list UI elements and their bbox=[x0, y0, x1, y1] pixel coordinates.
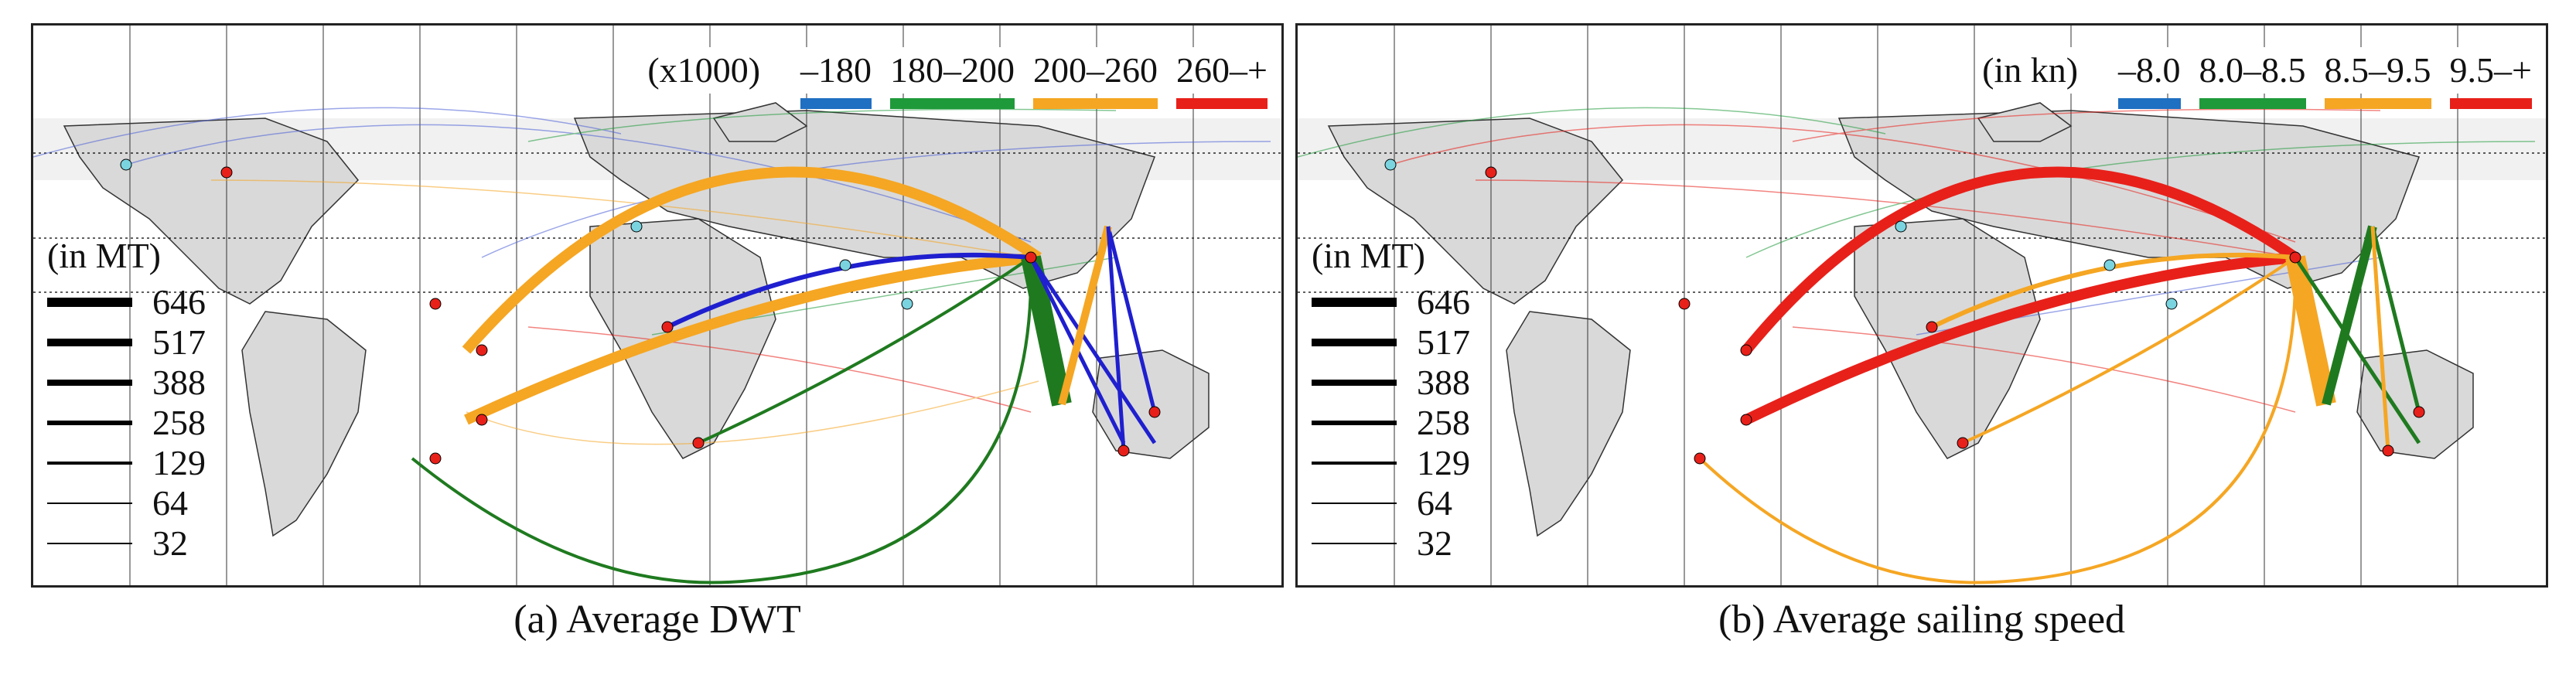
thickness-legend-row: 258 bbox=[47, 403, 233, 443]
thickness-legend-row: 64 bbox=[1312, 483, 1497, 523]
meridians bbox=[1394, 26, 2458, 585]
thickness-value: 32 bbox=[1417, 523, 1452, 563]
color-legend-swatch bbox=[890, 98, 1015, 109]
thickness-value: 517 bbox=[1417, 322, 1470, 362]
thickness-legend-row: 129 bbox=[47, 443, 233, 483]
color-legend-swatch bbox=[800, 98, 872, 109]
thickness-legend: (in MT) 646 517 388 258 129 64 32 bbox=[47, 234, 233, 564]
thickness-value: 258 bbox=[1417, 403, 1470, 442]
main-routes bbox=[411, 166, 1157, 584]
thin-routes bbox=[1298, 107, 2536, 413]
color-legend-label: –8.0 bbox=[2118, 47, 2181, 94]
graticule bbox=[1298, 152, 2546, 293]
thickness-value: 646 bbox=[1417, 282, 1470, 322]
color-legend-unit: (in kn) bbox=[1982, 47, 2079, 94]
color-legend-item: 200–260 bbox=[1033, 47, 1158, 109]
thickness-value: 129 bbox=[152, 443, 206, 482]
color-legend-swatch bbox=[2199, 98, 2306, 109]
color-legend-label: –180 bbox=[800, 47, 872, 94]
thickness-value: 64 bbox=[152, 483, 188, 523]
color-legend-label: 180–200 bbox=[890, 47, 1015, 94]
caption-average-dwt: (a) Average DWT bbox=[513, 598, 801, 642]
color-legend-label: 200–260 bbox=[1033, 47, 1158, 94]
graticule bbox=[33, 152, 1281, 293]
thickness-value: 388 bbox=[1417, 363, 1470, 402]
thickness-legend-title: (in MT) bbox=[1312, 236, 1425, 275]
thickness-legend-row: 32 bbox=[47, 523, 233, 564]
thickness-value: 258 bbox=[152, 403, 206, 442]
thickness-value: 646 bbox=[152, 282, 206, 322]
color-legend-item: 9.5–+ bbox=[2449, 47, 2532, 109]
color-legend: (in kn) –8.0 8.0–8.5 8.5–9.5 9.5–+ bbox=[1982, 47, 2532, 132]
thickness-value: 64 bbox=[1417, 483, 1452, 523]
world-map-routes bbox=[1298, 26, 2546, 585]
thickness-legend: (in MT) 646 517 388 258 129 64 32 bbox=[1312, 234, 1497, 564]
thickness-value: 517 bbox=[152, 322, 206, 362]
color-legend-item: –8.0 bbox=[2118, 47, 2181, 109]
thickness-value: 388 bbox=[152, 363, 206, 402]
world-map-routes bbox=[33, 26, 1281, 585]
thickness-legend-row: 646 bbox=[47, 282, 233, 322]
color-legend-item: 8.0–8.5 bbox=[2199, 47, 2306, 109]
color-legend-swatch bbox=[2324, 98, 2431, 109]
caption-average-sailing-speed: (b) Average sailing speed bbox=[1718, 598, 2126, 642]
color-legend-item: 8.5–9.5 bbox=[2324, 47, 2431, 109]
thickness-legend-row: 517 bbox=[1312, 322, 1497, 363]
thickness-value: 129 bbox=[1417, 443, 1470, 482]
color-legend-item: 260–+ bbox=[1176, 47, 1268, 109]
color-legend-label: 9.5–+ bbox=[2449, 47, 2532, 94]
thickness-legend-row: 388 bbox=[47, 363, 233, 403]
color-legend-item: –180 bbox=[800, 47, 872, 109]
color-legend-swatch bbox=[1033, 98, 1158, 109]
thickness-legend-row: 388 bbox=[1312, 363, 1497, 403]
thickness-legend-row: 258 bbox=[1312, 403, 1497, 443]
meridians bbox=[129, 26, 1194, 585]
thickness-legend-row: 64 bbox=[47, 483, 233, 523]
thickness-legend-row: 32 bbox=[1312, 523, 1497, 564]
thickness-legend-title: (in MT) bbox=[47, 236, 161, 275]
map-panel-average-sailing-speed: (in kn) –8.0 8.0–8.5 8.5–9.5 9.5–+ (in M… bbox=[1295, 23, 2548, 588]
map-panel-average-dwt: (x1000) –180 180–200 200–260 260–+ (in M… bbox=[31, 23, 1284, 588]
color-legend: (x1000) –180 180–200 200–260 260–+ bbox=[647, 47, 1268, 132]
color-legend-unit: (x1000) bbox=[647, 47, 761, 94]
ports bbox=[1384, 158, 2425, 465]
ports bbox=[120, 158, 1161, 465]
thickness-legend-row: 517 bbox=[47, 322, 233, 363]
color-legend-label: 8.0–8.5 bbox=[2199, 47, 2306, 94]
color-legend-label: 260–+ bbox=[1176, 47, 1268, 94]
color-legend-label: 8.5–9.5 bbox=[2324, 47, 2431, 94]
thickness-value: 32 bbox=[152, 523, 188, 563]
color-legend-item: 180–200 bbox=[890, 47, 1015, 109]
thickness-legend-row: 129 bbox=[1312, 443, 1497, 483]
color-legend-swatch bbox=[2118, 98, 2181, 109]
color-legend-swatch bbox=[2449, 98, 2532, 109]
color-legend-swatch bbox=[1176, 98, 1268, 109]
main-routes bbox=[1698, 166, 2421, 584]
thickness-legend-row: 646 bbox=[1312, 282, 1497, 322]
